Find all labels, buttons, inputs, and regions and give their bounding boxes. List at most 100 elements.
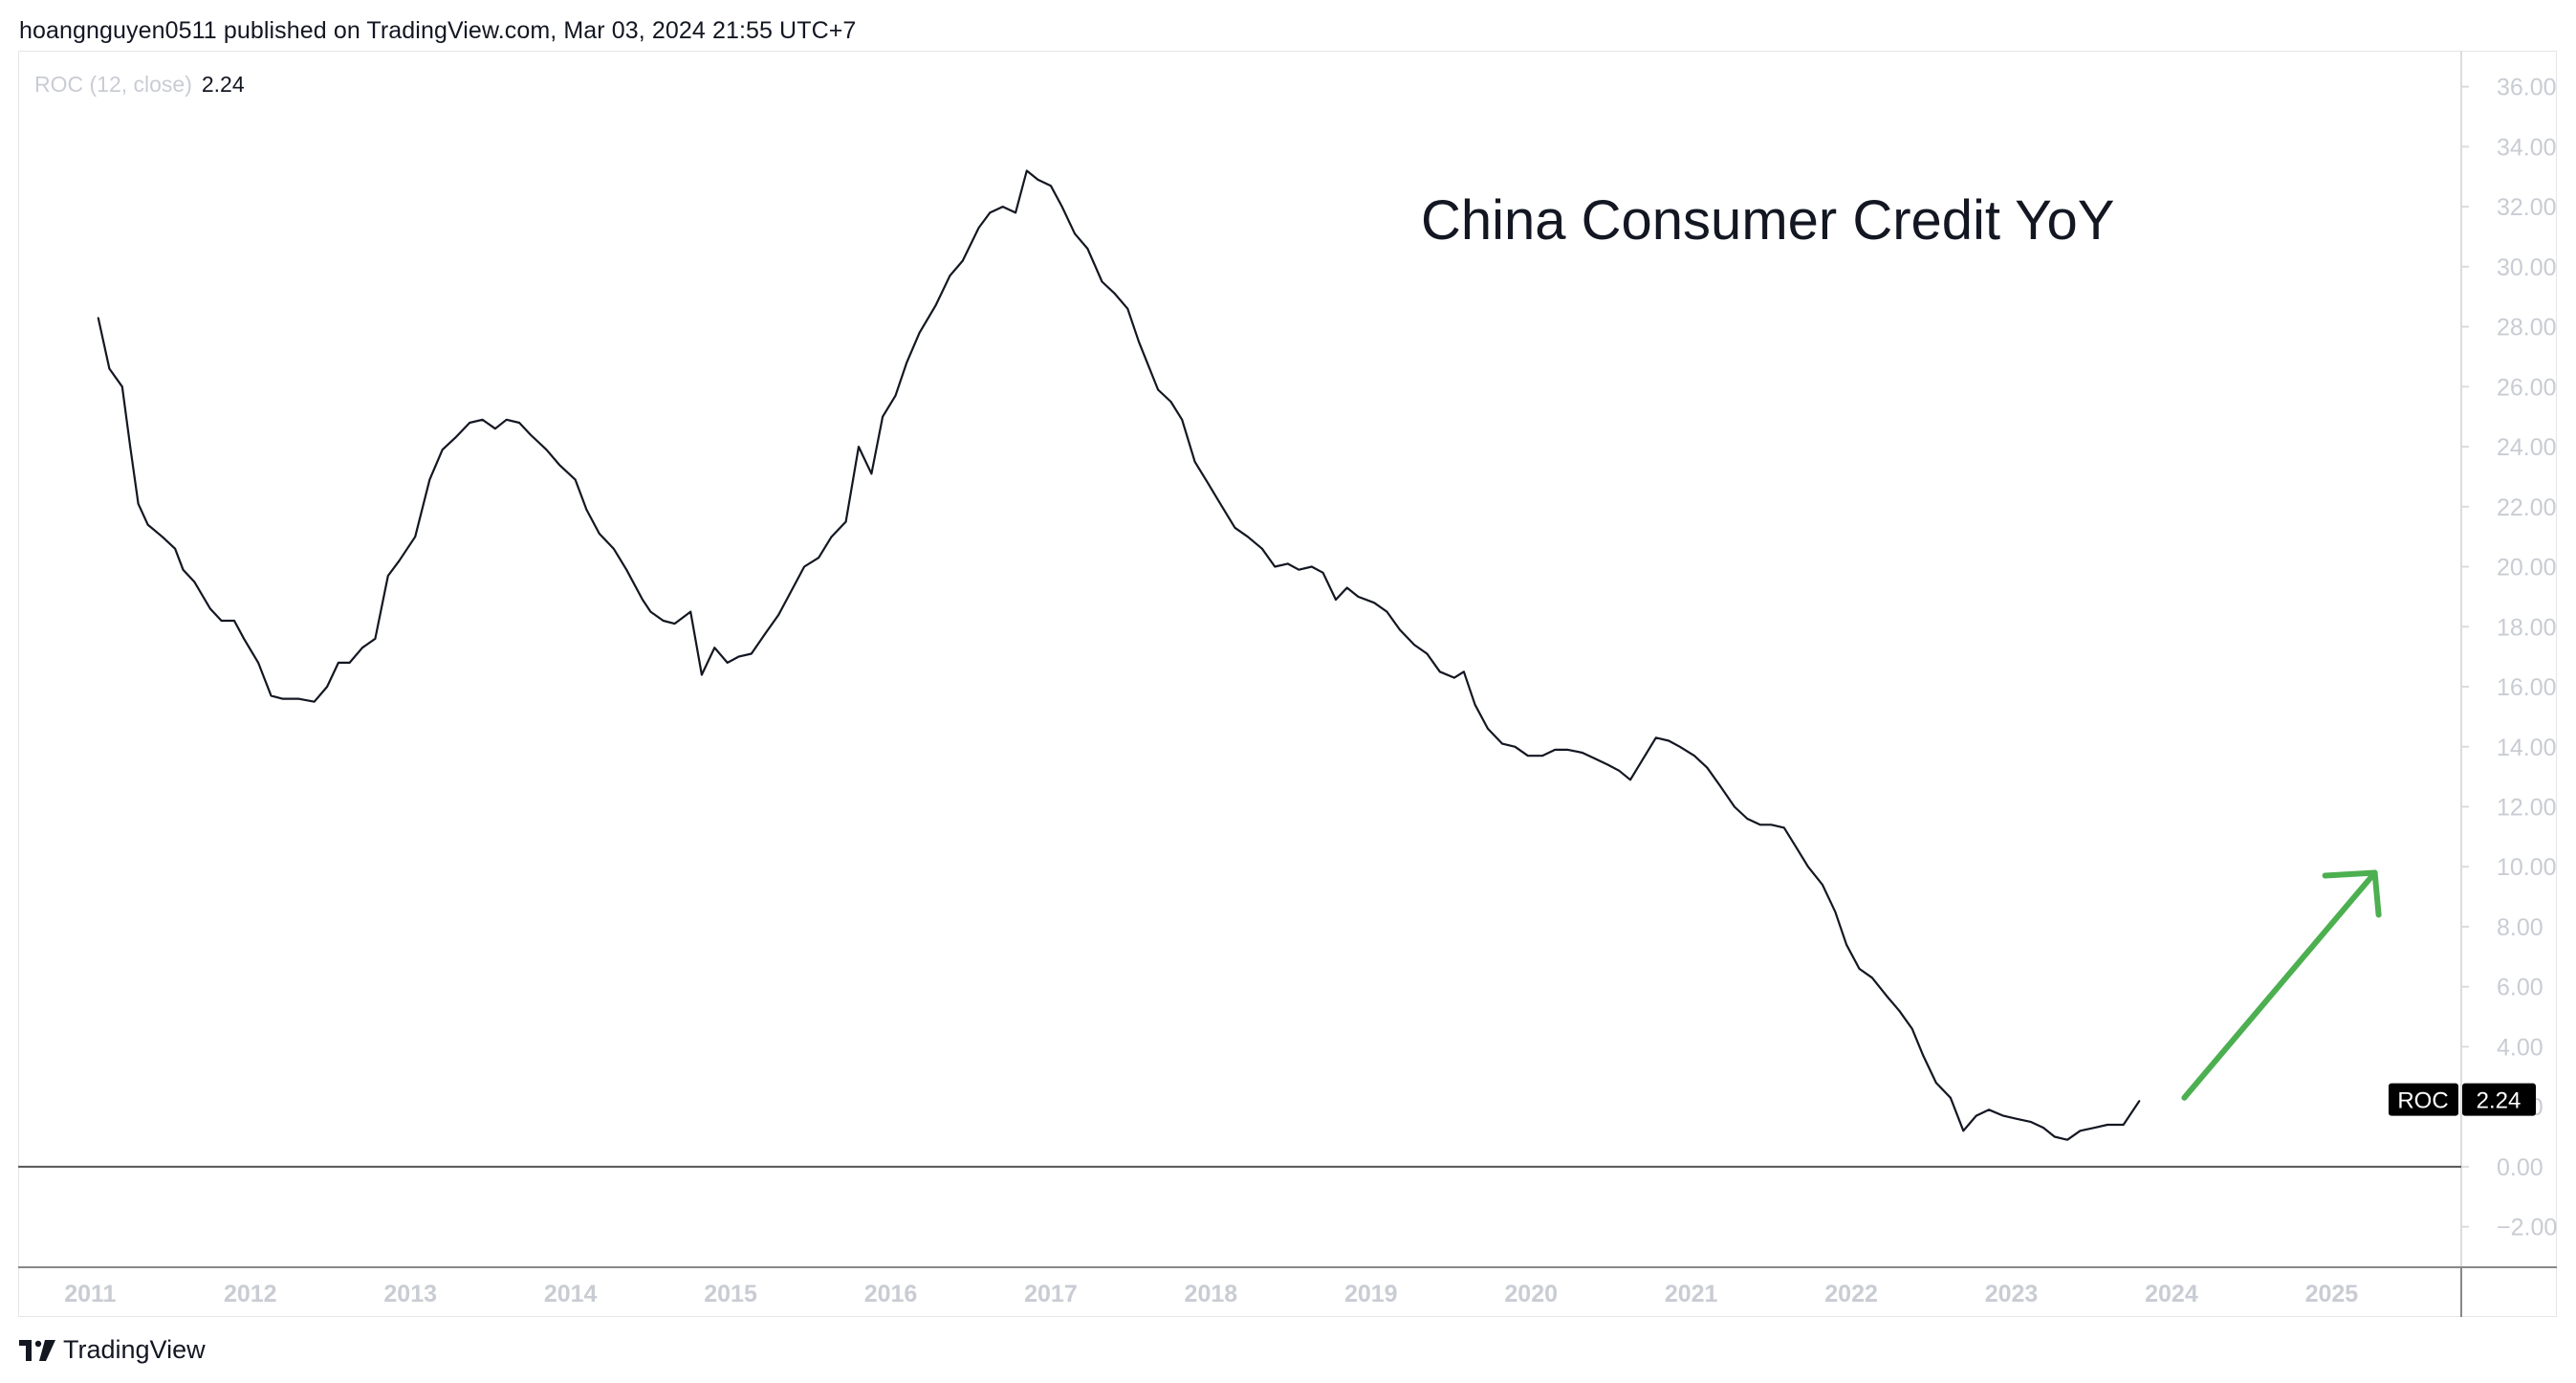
x-tick-label: 2011 — [64, 1281, 116, 1307]
roc-data-point — [2122, 1124, 2125, 1126]
footer-brand: TradingView — [63, 1335, 206, 1364]
roc-data-point — [1668, 739, 1670, 742]
legend-indicator-value: 2.24 — [201, 72, 245, 97]
roc-data-point — [737, 655, 740, 658]
roc-data-point — [2029, 1121, 2032, 1123]
roc-data-point — [1922, 1055, 1925, 1057]
roc-data-point — [1594, 757, 1596, 760]
roc-data-point — [1345, 586, 1348, 589]
roc-data-point — [545, 449, 548, 451]
x-tick-label: 2025 — [2305, 1281, 2359, 1307]
roc-data-point — [1886, 995, 1888, 997]
roc-data-point — [1734, 805, 1736, 808]
roc-data-point — [1386, 610, 1388, 613]
roc-data-point — [1527, 755, 1529, 757]
roc-data-point — [574, 478, 577, 481]
x-tick-label: 2016 — [864, 1281, 918, 1307]
roc-data-point — [1629, 779, 1631, 781]
roc-data-point — [1286, 562, 1289, 565]
roc-data-point — [803, 565, 805, 568]
roc-data-point — [518, 422, 520, 424]
publisher-line: hoangnguyen0511 published on TradingView… — [19, 17, 857, 44]
roc-data-point — [1845, 944, 1847, 946]
y-tick-label: 14.00 — [2497, 735, 2557, 761]
roc-data-point — [1413, 644, 1415, 646]
roc-data-point — [1618, 770, 1621, 772]
y-tick-label: 22.00 — [2497, 494, 2557, 521]
roc-data-point — [137, 502, 140, 505]
y-axis: 36.00 34.00 32.00 30.00 28.00 26.00 24.00 22.00… — [2461, 75, 2557, 1241]
roc-data-point — [2042, 1127, 2044, 1129]
roc-data-point — [108, 367, 111, 370]
roc-data-point — [1453, 676, 1455, 679]
indicator-legend[interactable]: ROC (12, close) 2.24 — [34, 72, 245, 98]
roc-data-point — [673, 623, 676, 625]
roc-data-point — [270, 694, 273, 697]
roc-series-line — [97, 169, 2141, 1141]
roc-data-point — [2066, 1138, 2068, 1141]
roc-data-point — [182, 568, 185, 571]
roc-data-point — [374, 638, 377, 640]
x-tick-label: 2012 — [224, 1281, 277, 1307]
roc-data-point — [348, 662, 351, 664]
roc-data-point — [1858, 968, 1861, 970]
roc-data-point — [1335, 599, 1337, 601]
roc-data-point — [505, 419, 508, 421]
y-tick-label: −2.00 — [2497, 1215, 2557, 1241]
roc-data-point — [962, 259, 964, 262]
x-tick-label: 2019 — [1344, 1281, 1398, 1307]
roc-data-point — [1037, 179, 1039, 181]
roc-data-point — [297, 697, 299, 700]
last-value-tag — [2462, 1083, 2536, 1116]
roc-data-point — [1514, 746, 1517, 748]
roc-data-point — [454, 436, 456, 439]
roc-data-point — [858, 446, 860, 448]
roc-data-point — [894, 394, 897, 397]
roc-data-point — [494, 428, 496, 430]
roc-data-point — [1642, 757, 1645, 760]
roc-data-point — [2138, 1100, 2141, 1102]
x-tick-label: 2023 — [1985, 1281, 2039, 1307]
roc-data-point — [1758, 823, 1761, 826]
footer[interactable]: TradingView — [19, 1335, 206, 1365]
roc-data-point — [2002, 1114, 2004, 1117]
y-tick-label: 20.00 — [2497, 555, 2557, 582]
roc-data-point — [918, 332, 921, 334]
roc-data-point — [1074, 232, 1076, 235]
roc-data-point — [585, 509, 588, 511]
roc-data-point — [1988, 1109, 1990, 1111]
roc-data-point — [398, 560, 401, 562]
trend-arrow-icon — [2181, 869, 2382, 1101]
trend-arrow-head — [2322, 869, 2382, 918]
roc-data-point — [2015, 1117, 2018, 1120]
roc-data-point — [882, 415, 884, 418]
series-name-tag-label: ROC — [2397, 1088, 2448, 1114]
roc-data-point — [1910, 1027, 1913, 1030]
roc-data-point — [830, 536, 833, 538]
roc-data-point — [1157, 388, 1159, 391]
roc-data-point — [1221, 506, 1223, 508]
x-tick-label: 2024 — [2145, 1281, 2198, 1307]
y-tick-label: 16.00 — [2497, 674, 2557, 701]
roc-data-point — [1373, 602, 1375, 604]
roc-data-point — [361, 647, 363, 648]
roc-data-point — [765, 631, 767, 634]
chart-separators — [18, 51, 2557, 1317]
roc-data-point — [1834, 911, 1837, 913]
roc-data-point — [689, 610, 691, 613]
roc-data-point — [1706, 766, 1709, 769]
roc-data-point — [2093, 1127, 2096, 1129]
y-tick-label: 28.00 — [2497, 315, 2557, 341]
roc-data-point — [1193, 461, 1196, 463]
roc-data-point — [257, 662, 259, 664]
annotation-title: China Consumer Credit YoY — [1421, 189, 2114, 252]
roc-data-point — [1746, 818, 1749, 820]
roc-data-point — [243, 638, 245, 640]
roc-data-point — [906, 362, 907, 364]
roc-data-point — [1554, 749, 1557, 751]
roc-data-point — [1822, 884, 1823, 886]
roc-data-point — [1086, 248, 1089, 250]
roc-data-point — [326, 686, 328, 688]
roc-data-point — [97, 317, 99, 319]
